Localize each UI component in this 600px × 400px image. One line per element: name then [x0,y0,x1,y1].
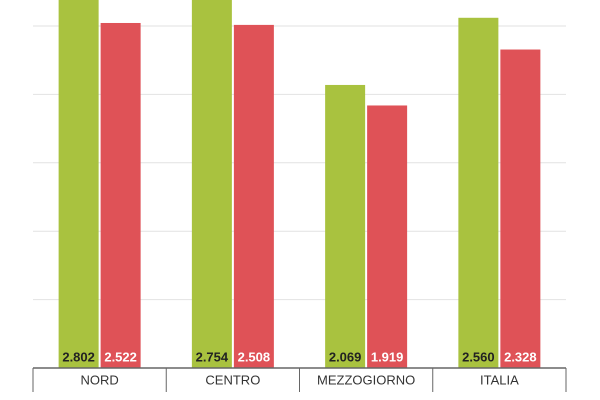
bar [233,24,274,369]
value-label: 1.919 [371,349,404,364]
x-tick-label: NORD [80,372,118,387]
x-tick-label: ITALIA [480,372,519,387]
bar [500,49,541,369]
value-label: 2.328 [504,349,537,364]
bar [191,0,232,369]
value-label: 2.560 [462,349,495,364]
value-label: 2.754 [196,349,229,364]
value-label: 2.802 [62,349,95,364]
x-tick-label: CENTRO [205,372,260,387]
bar [325,84,366,368]
bar [100,22,141,368]
value-label: 2.522 [104,349,137,364]
bar [58,0,99,368]
x-tick-label: MEZZOGIORNO [317,372,415,387]
value-label: 2.069 [329,349,362,364]
value-label: 2.508 [238,349,271,364]
bar [367,105,408,368]
bar [458,17,499,368]
